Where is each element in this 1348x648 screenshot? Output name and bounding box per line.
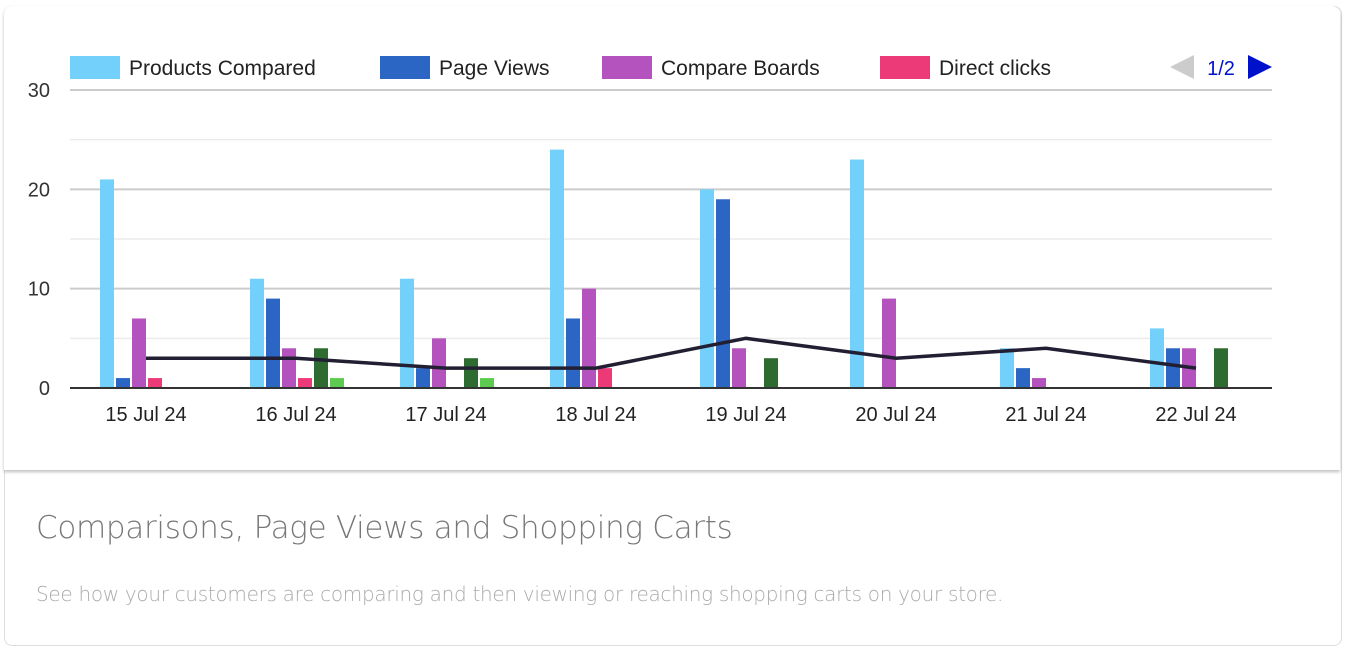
- bar-direct-clicks: [148, 378, 162, 388]
- chart-panel: [4, 6, 1340, 470]
- bar-compare-boards: [132, 318, 146, 388]
- legend-label: Direct clicks: [939, 57, 1051, 80]
- bar-compare-boards: [582, 288, 596, 388]
- x-tick-label: 19 Jul 24: [705, 404, 786, 426]
- legend-swatch: [880, 56, 930, 79]
- bar-products-compared: [850, 159, 864, 388]
- chart: 0 10 20 30 15 Jul 24 16 Jul 24 17 Jul 24 18 Jul…: [28, 55, 1272, 426]
- bar-series-6: [330, 378, 344, 388]
- bar-products-compared: [100, 179, 114, 388]
- bar-series-5: [764, 358, 778, 388]
- x-tick-label: 18 Jul 24: [555, 404, 636, 426]
- bar-page-views: [1166, 348, 1180, 388]
- line-series: [146, 336, 1197, 370]
- x-tick-label: 20 Jul 24: [855, 404, 936, 426]
- bar-page-views: [716, 199, 730, 388]
- bar-page-views: [416, 368, 430, 388]
- legend-label: Products Compared: [129, 57, 316, 80]
- legend-page-indicator: 1/2: [1207, 58, 1235, 80]
- x-tick-label: 22 Jul 24: [1155, 404, 1236, 426]
- bar-series-5: [314, 348, 328, 388]
- legend-swatch: [602, 56, 652, 79]
- bar-compare-boards: [432, 338, 446, 388]
- bar-products-compared: [700, 189, 714, 388]
- bar-products-compared: [1000, 348, 1014, 388]
- y-tick-label: 20: [28, 179, 50, 201]
- bar-page-views: [566, 318, 580, 388]
- x-tick-label: 16 Jul 24: [255, 404, 336, 426]
- bar-series-5: [1214, 348, 1228, 388]
- bar-series-5: [464, 358, 478, 388]
- legend-label: Compare Boards: [661, 57, 820, 80]
- legend-swatch: [380, 56, 430, 79]
- y-tick-label: 0: [39, 378, 50, 400]
- x-tick-label: 17 Jul 24: [405, 404, 486, 426]
- legend-prev-page-icon[interactable]: [1170, 55, 1194, 79]
- bar-direct-clicks: [598, 368, 612, 388]
- bar-compare-boards: [882, 298, 896, 388]
- legend-next-page-icon[interactable]: [1248, 55, 1272, 79]
- y-tick-label: 30: [28, 80, 50, 102]
- legend-label: Page Views: [439, 57, 550, 80]
- legend-swatch: [70, 56, 120, 79]
- x-tick-label: 15 Jul 24: [105, 404, 186, 426]
- bar-page-views: [116, 378, 130, 388]
- card-subtitle: See how your customers are comparing and…: [36, 582, 1004, 606]
- bar-compare-boards: [1032, 378, 1046, 388]
- bar-products-compared: [1150, 328, 1164, 388]
- bar-products-compared: [400, 278, 414, 388]
- y-tick-label: 10: [28, 279, 50, 301]
- bar-direct-clicks: [298, 378, 312, 388]
- card-title: Comparisons, Page Views and Shopping Car…: [36, 510, 733, 546]
- bar-compare-boards: [732, 348, 746, 388]
- bar-compare-boards: [282, 348, 296, 388]
- bar-page-views: [266, 298, 280, 388]
- bar-page-views: [1016, 368, 1030, 388]
- x-tick-label: 21 Jul 24: [1005, 404, 1086, 426]
- bar-series-6: [480, 378, 494, 388]
- bar-products-compared: [250, 278, 264, 388]
- bar-products-compared: [550, 149, 564, 388]
